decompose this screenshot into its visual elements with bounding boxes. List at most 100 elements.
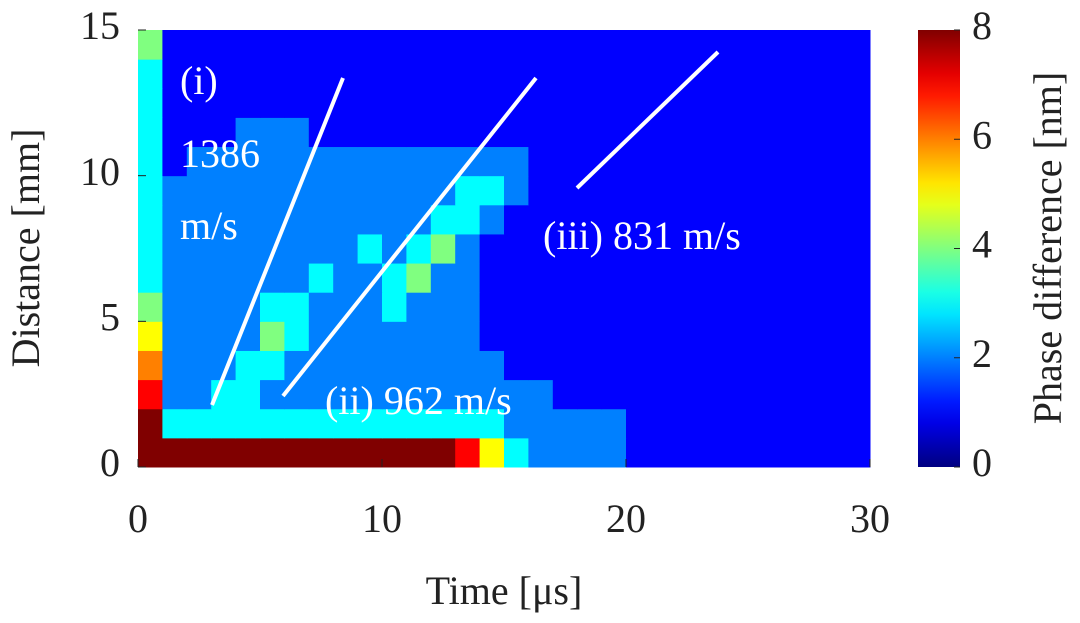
heat-cell [772,204,798,235]
heat-cell [406,204,432,235]
heat-cell [699,292,725,322]
heat-cell [796,350,822,381]
heat-cell [748,204,773,235]
heat-cell [479,292,505,322]
heat-cell [723,292,749,322]
heat-cell [357,204,383,235]
annotation: (i) [180,58,218,103]
heat-cell [821,379,847,410]
heat-cell [772,263,798,293]
heat-cell [845,379,871,410]
heat-cell [796,292,822,322]
heat-cell [821,146,847,177]
heat-cell [430,117,456,148]
heat-cell [723,437,749,468]
heat-cell [723,30,749,60]
heat-cell [626,175,651,206]
heat-cell [211,88,237,118]
heat-cell [772,292,798,322]
heat-cell [577,379,603,410]
heat-cell [845,350,871,381]
heat-cell [430,437,456,468]
heat-cell [284,437,310,468]
heat-cell [674,146,700,177]
heat-cell [577,117,603,148]
heat-cell [162,437,188,468]
colorbar-tick-label: 0 [972,440,992,485]
heat-cell [748,292,773,322]
heat-cell [382,30,407,60]
heat-cell [650,204,676,235]
heat-cell [382,204,407,235]
heat-cell [601,204,627,235]
heat-cell [650,292,676,322]
heat-cell [626,379,651,410]
heat-cell [626,30,651,60]
heat-cell [333,379,359,410]
heat-cell [333,350,359,381]
heat-cell [674,292,700,322]
heat-cell [406,379,432,410]
heat-cell [577,321,603,351]
heat-cell [674,204,700,235]
heat-cell [650,146,676,177]
heat-cell [577,408,603,439]
heat-cell [674,350,700,381]
heat-cell [284,321,310,351]
heat-cell [796,379,822,410]
heat-cell [772,233,798,264]
heat-cell [699,408,725,439]
heat-cell [211,117,237,148]
heat-cell [260,59,285,89]
heat-cell [552,408,578,439]
heat-cell [552,292,578,322]
heat-cell [796,437,822,468]
heat-cell [479,408,505,439]
heat-cell [455,321,481,351]
heat-cell [674,233,700,264]
heat-cell [552,321,578,351]
heat-cell [650,59,676,89]
heat-cell [308,233,334,264]
heat-cell [455,408,481,439]
heat-cell [845,437,871,468]
heat-cell [211,59,237,89]
heat-cell [845,204,871,235]
heat-cell [577,263,603,293]
heat-cell [284,233,310,264]
heat-cell [577,59,603,89]
heat-cell [796,146,822,177]
heat-cell [382,350,407,381]
heat-cell [650,379,676,410]
heat-cell [382,175,407,206]
heat-cell [674,408,700,439]
heat-cell [186,321,212,351]
heat-cell [626,146,651,177]
heat-cell [406,175,432,206]
heat-cell [821,204,847,235]
heat-cell [455,437,481,468]
heat-cell [430,59,456,89]
heat-cell [211,408,237,439]
heat-cell [626,321,651,351]
heat-cell [357,146,383,177]
heat-cell [382,437,407,468]
heat-cell [235,88,261,118]
heat-cell [138,204,163,235]
heat-cell [699,379,725,410]
heat-cell [430,88,456,118]
heat-cell [528,117,554,148]
heat-cell [748,88,773,118]
y-tick-label: 5 [100,295,120,340]
heat-cell [552,437,578,468]
heat-cell [430,321,456,351]
heat-cell [430,30,456,60]
heat-cell [796,263,822,293]
heat-cell [382,321,407,351]
heat-cell [552,350,578,381]
heat-cell [748,263,773,293]
heat-cell [528,146,554,177]
heat-cell [796,30,822,60]
heat-cell [162,379,188,410]
heat-cell [772,88,798,118]
